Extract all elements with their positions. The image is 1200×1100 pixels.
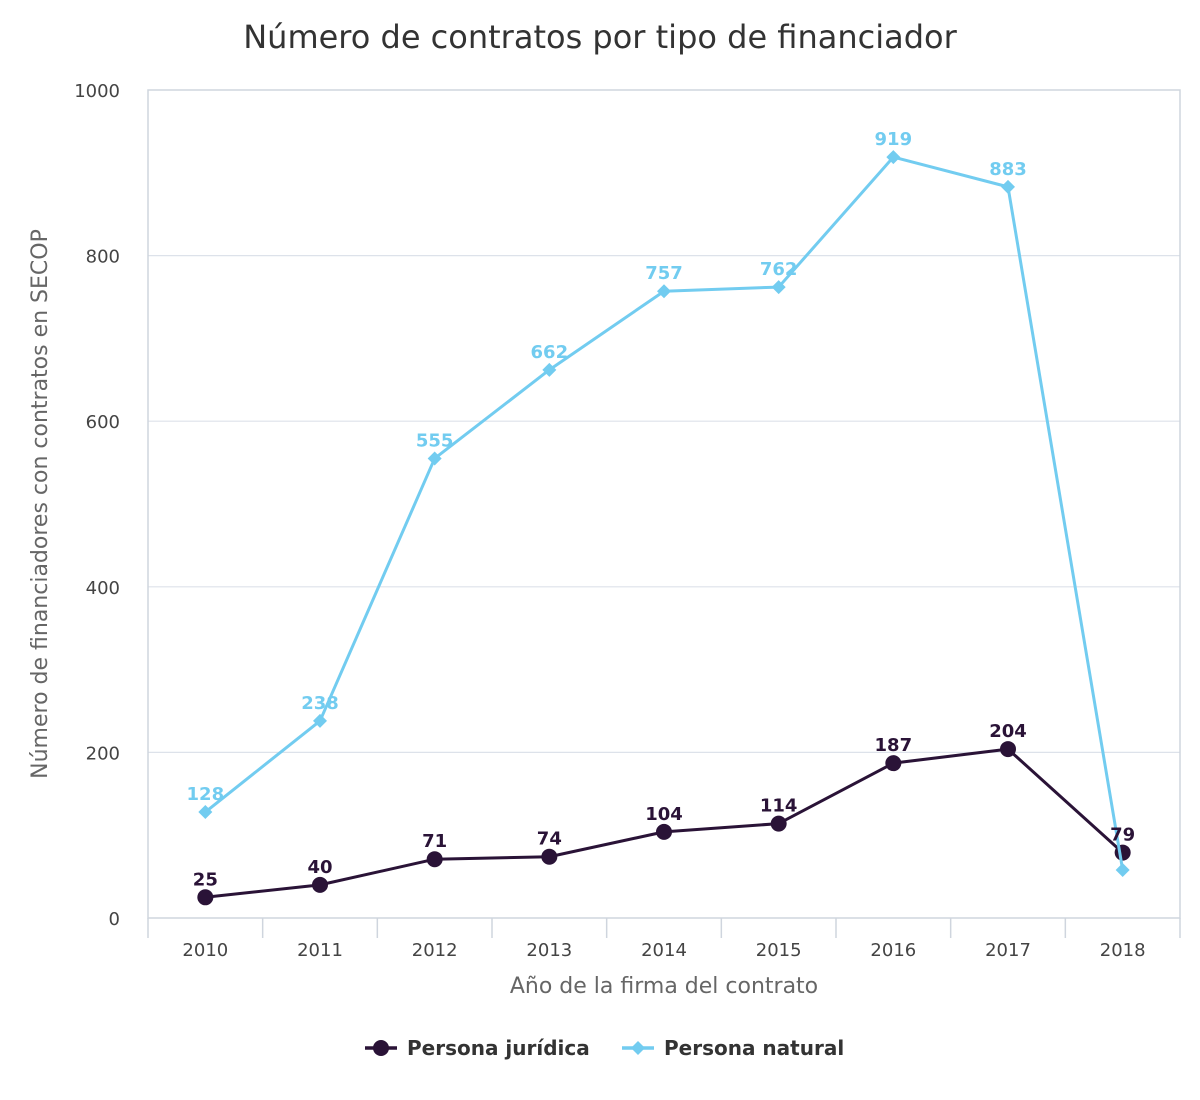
data-point [1000, 741, 1016, 758]
x-tick-label: 2014 [641, 940, 687, 961]
data-point [885, 755, 902, 772]
series-layer [197, 150, 1131, 906]
legend-marker [373, 1040, 389, 1056]
data-point [886, 150, 901, 165]
plot-border [147, 89, 1181, 919]
data-point [427, 451, 442, 466]
data-labels: 25 40 71 74 104 114 187 204 79 128 238 555 662 757 762… [187, 129, 1136, 890]
data-point [770, 815, 787, 832]
x-tick-label: 2015 [756, 940, 802, 961]
data-label: 79 [1110, 825, 1135, 846]
x-tick-label: 2017 [985, 940, 1031, 961]
legend-label: Persona jurídica [407, 1036, 590, 1060]
legend-item-persona-natural: Persona natural [622, 1036, 844, 1060]
x-tick-label: 2013 [526, 940, 572, 961]
data-label: 114 [760, 796, 798, 817]
data-label: 762 [760, 259, 798, 280]
y-tick-label: 600 [86, 412, 120, 433]
data-point [313, 713, 327, 728]
x-tick-label: 2016 [870, 940, 916, 961]
data-label: 555 [416, 430, 454, 451]
data-label: 662 [531, 342, 569, 363]
data-point [657, 284, 671, 299]
data-label: 74 [537, 829, 562, 850]
y-axis-title: Número de financiadores con contratos en… [28, 229, 53, 779]
y-tick-label: 800 [86, 247, 120, 268]
y-tick-label: 400 [86, 578, 120, 599]
data-label: 25 [193, 869, 218, 890]
x-tick-label: 2011 [297, 940, 343, 961]
data-label: 104 [645, 804, 683, 825]
data-label: 204 [989, 721, 1027, 742]
x-tick-label: 2010 [182, 940, 228, 961]
y-axis-tick-labels: 0 200 400 600 800 1000 [74, 81, 120, 930]
x-tick-label: 2012 [412, 940, 458, 961]
chart-title: Número de contratos por tipo de financia… [243, 18, 957, 56]
y-tick-label: 0 [109, 909, 120, 930]
data-label: 128 [187, 784, 225, 805]
data-label: 40 [307, 857, 332, 878]
data-point [1001, 179, 1015, 194]
data-point [1115, 862, 1130, 877]
data-point [771, 280, 786, 295]
data-label: 71 [422, 831, 447, 852]
x-axis-ticks [147, 918, 1181, 938]
data-point [197, 889, 214, 906]
data-label: 883 [989, 159, 1027, 180]
legend-label: Persona natural [664, 1036, 844, 1060]
series-persona-natural [198, 150, 1130, 877]
x-axis-title: Año de la firma del contrato [510, 974, 818, 999]
y-tick-label: 1000 [74, 81, 120, 102]
x-tick-label: 2018 [1100, 940, 1146, 961]
data-point [1114, 844, 1131, 861]
data-point [541, 848, 558, 865]
data-point [542, 362, 557, 377]
legend-item-persona-juridica: Persona jurídica [365, 1036, 590, 1060]
data-point [656, 823, 672, 840]
y-tick-label: 200 [86, 743, 120, 764]
data-label: 919 [875, 129, 913, 150]
legend-marker [631, 1041, 645, 1055]
data-point [426, 851, 443, 868]
data-point [312, 876, 328, 893]
data-point [198, 805, 213, 820]
x-axis-tick-labels: 2010 2011 2012 2013 2014 2015 2016 2017 2018 [182, 940, 1145, 961]
data-label: 757 [645, 263, 683, 284]
data-label: 238 [301, 693, 339, 714]
legend: Persona jurídica Persona natural [365, 1036, 844, 1060]
data-label: 187 [875, 735, 913, 756]
grid-lines [148, 255, 1180, 754]
